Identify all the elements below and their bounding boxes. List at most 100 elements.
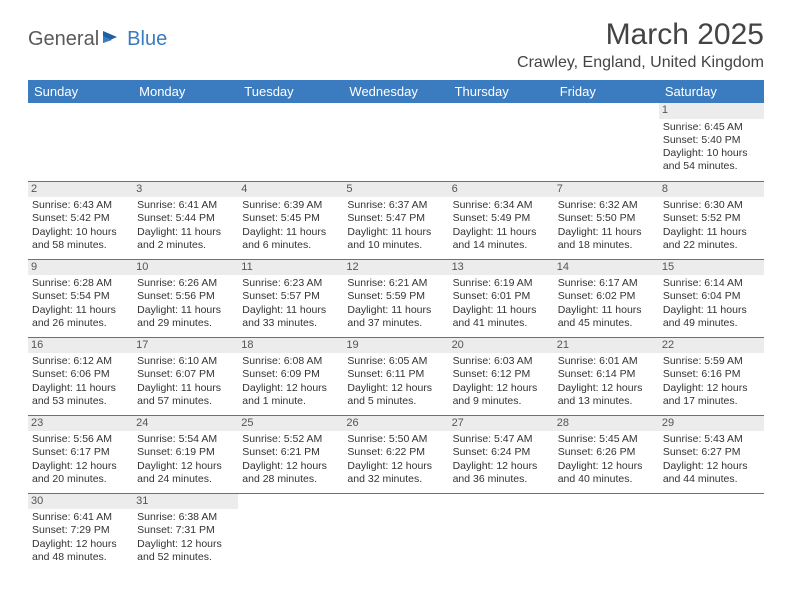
daylight1-text: Daylight: 12 hours — [663, 382, 760, 395]
day-number: 16 — [28, 338, 133, 354]
sunrise-text: Sunrise: 6:14 AM — [663, 277, 760, 290]
daylight2-text: and 20 minutes. — [32, 473, 129, 486]
calendar-cell: 28Sunrise: 5:45 AMSunset: 6:26 PMDayligh… — [554, 415, 659, 493]
calendar-cell — [28, 103, 133, 181]
calendar-cell: 13Sunrise: 6:19 AMSunset: 6:01 PMDayligh… — [449, 259, 554, 337]
calendar-cell — [238, 493, 343, 571]
calendar-cell — [554, 103, 659, 181]
daylight2-text: and 13 minutes. — [558, 395, 655, 408]
calendar-cell: 16Sunrise: 6:12 AMSunset: 6:06 PMDayligh… — [28, 337, 133, 415]
daylight2-text: and 24 minutes. — [137, 473, 234, 486]
weekday-header: Saturday — [659, 80, 764, 103]
calendar-row: 23Sunrise: 5:56 AMSunset: 6:17 PMDayligh… — [28, 415, 764, 493]
calendar-head: SundayMondayTuesdayWednesdayThursdayFrid… — [28, 80, 764, 103]
sunrise-text: Sunrise: 6:43 AM — [32, 199, 129, 212]
sunrise-text: Sunrise: 6:19 AM — [453, 277, 550, 290]
calendar-cell: 21Sunrise: 6:01 AMSunset: 6:14 PMDayligh… — [554, 337, 659, 415]
daylight1-text: Daylight: 11 hours — [453, 304, 550, 317]
header: General Blue March 2025 Crawley, England… — [28, 18, 764, 72]
sunset-text: Sunset: 7:31 PM — [137, 524, 234, 537]
calendar-cell: 1Sunrise: 6:45 AMSunset: 5:40 PMDaylight… — [659, 103, 764, 181]
calendar-cell: 5Sunrise: 6:37 AMSunset: 5:47 PMDaylight… — [343, 181, 448, 259]
sunrise-text: Sunrise: 6:45 AM — [663, 121, 760, 134]
daylight2-text: and 53 minutes. — [32, 395, 129, 408]
calendar-row: 16Sunrise: 6:12 AMSunset: 6:06 PMDayligh… — [28, 337, 764, 415]
sunrise-text: Sunrise: 6:03 AM — [453, 355, 550, 368]
sunset-text: Sunset: 6:16 PM — [663, 368, 760, 381]
day-number: 11 — [238, 260, 343, 276]
daylight2-text: and 26 minutes. — [32, 317, 129, 330]
sunrise-text: Sunrise: 5:45 AM — [558, 433, 655, 446]
sunrise-text: Sunrise: 6:23 AM — [242, 277, 339, 290]
daylight2-text: and 49 minutes. — [663, 317, 760, 330]
calendar-row: 9Sunrise: 6:28 AMSunset: 5:54 PMDaylight… — [28, 259, 764, 337]
sunset-text: Sunset: 5:49 PM — [453, 212, 550, 225]
daylight2-text: and 44 minutes. — [663, 473, 760, 486]
sunrise-text: Sunrise: 6:41 AM — [32, 511, 129, 524]
daylight1-text: Daylight: 11 hours — [453, 226, 550, 239]
sunset-text: Sunset: 5:42 PM — [32, 212, 129, 225]
calendar-row: 1Sunrise: 6:45 AMSunset: 5:40 PMDaylight… — [28, 103, 764, 181]
sunset-text: Sunset: 6:26 PM — [558, 446, 655, 459]
daylight2-text: and 2 minutes. — [137, 239, 234, 252]
calendar-cell: 24Sunrise: 5:54 AMSunset: 6:19 PMDayligh… — [133, 415, 238, 493]
sunset-text: Sunset: 7:29 PM — [32, 524, 129, 537]
calendar-table: SundayMondayTuesdayWednesdayThursdayFrid… — [28, 80, 764, 571]
day-number: 24 — [133, 416, 238, 432]
daylight1-text: Daylight: 11 hours — [32, 382, 129, 395]
sunrise-text: Sunrise: 6:21 AM — [347, 277, 444, 290]
sunrise-text: Sunrise: 6:38 AM — [137, 511, 234, 524]
daylight2-text: and 36 minutes. — [453, 473, 550, 486]
daylight1-text: Daylight: 11 hours — [347, 226, 444, 239]
daylight2-text: and 37 minutes. — [347, 317, 444, 330]
sunrise-text: Sunrise: 5:52 AM — [242, 433, 339, 446]
daylight1-text: Daylight: 12 hours — [137, 538, 234, 551]
daylight1-text: Daylight: 10 hours — [663, 147, 760, 160]
day-number: 23 — [28, 416, 133, 432]
day-number: 30 — [28, 494, 133, 510]
day-number: 31 — [133, 494, 238, 510]
sunset-text: Sunset: 6:04 PM — [663, 290, 760, 303]
calendar-cell: 26Sunrise: 5:50 AMSunset: 6:22 PMDayligh… — [343, 415, 448, 493]
sunrise-text: Sunrise: 6:26 AM — [137, 277, 234, 290]
day-number: 7 — [554, 182, 659, 198]
daylight1-text: Daylight: 12 hours — [32, 460, 129, 473]
daylight2-text: and 52 minutes. — [137, 551, 234, 564]
day-number: 8 — [659, 182, 764, 198]
calendar-cell: 4Sunrise: 6:39 AMSunset: 5:45 PMDaylight… — [238, 181, 343, 259]
daylight2-text: and 33 minutes. — [242, 317, 339, 330]
sunrise-text: Sunrise: 5:50 AM — [347, 433, 444, 446]
sunset-text: Sunset: 5:50 PM — [558, 212, 655, 225]
sunset-text: Sunset: 5:52 PM — [663, 212, 760, 225]
calendar-cell: 22Sunrise: 5:59 AMSunset: 6:16 PMDayligh… — [659, 337, 764, 415]
day-number: 3 — [133, 182, 238, 198]
daylight1-text: Daylight: 11 hours — [663, 304, 760, 317]
sunset-text: Sunset: 6:22 PM — [347, 446, 444, 459]
calendar-cell — [343, 493, 448, 571]
daylight1-text: Daylight: 12 hours — [663, 460, 760, 473]
sunset-text: Sunset: 5:56 PM — [137, 290, 234, 303]
sunrise-text: Sunrise: 6:39 AM — [242, 199, 339, 212]
title-block: March 2025 Crawley, England, United King… — [517, 18, 764, 72]
calendar-cell: 6Sunrise: 6:34 AMSunset: 5:49 PMDaylight… — [449, 181, 554, 259]
sunrise-text: Sunrise: 6:41 AM — [137, 199, 234, 212]
day-number: 10 — [133, 260, 238, 276]
calendar-row: 2Sunrise: 6:43 AMSunset: 5:42 PMDaylight… — [28, 181, 764, 259]
sunset-text: Sunset: 6:19 PM — [137, 446, 234, 459]
daylight1-text: Daylight: 10 hours — [32, 226, 129, 239]
daylight1-text: Daylight: 11 hours — [558, 226, 655, 239]
sunset-text: Sunset: 6:24 PM — [453, 446, 550, 459]
sunset-text: Sunset: 6:17 PM — [32, 446, 129, 459]
weekday-header: Wednesday — [343, 80, 448, 103]
calendar-cell: 14Sunrise: 6:17 AMSunset: 6:02 PMDayligh… — [554, 259, 659, 337]
day-number: 9 — [28, 260, 133, 276]
calendar-cell: 30Sunrise: 6:41 AMSunset: 7:29 PMDayligh… — [28, 493, 133, 571]
calendar-cell — [449, 493, 554, 571]
calendar-cell — [238, 103, 343, 181]
daylight1-text: Daylight: 12 hours — [347, 382, 444, 395]
daylight1-text: Daylight: 11 hours — [137, 226, 234, 239]
sunset-text: Sunset: 5:40 PM — [663, 134, 760, 147]
daylight2-text: and 41 minutes. — [453, 317, 550, 330]
sunset-text: Sunset: 6:27 PM — [663, 446, 760, 459]
daylight1-text: Daylight: 12 hours — [242, 460, 339, 473]
